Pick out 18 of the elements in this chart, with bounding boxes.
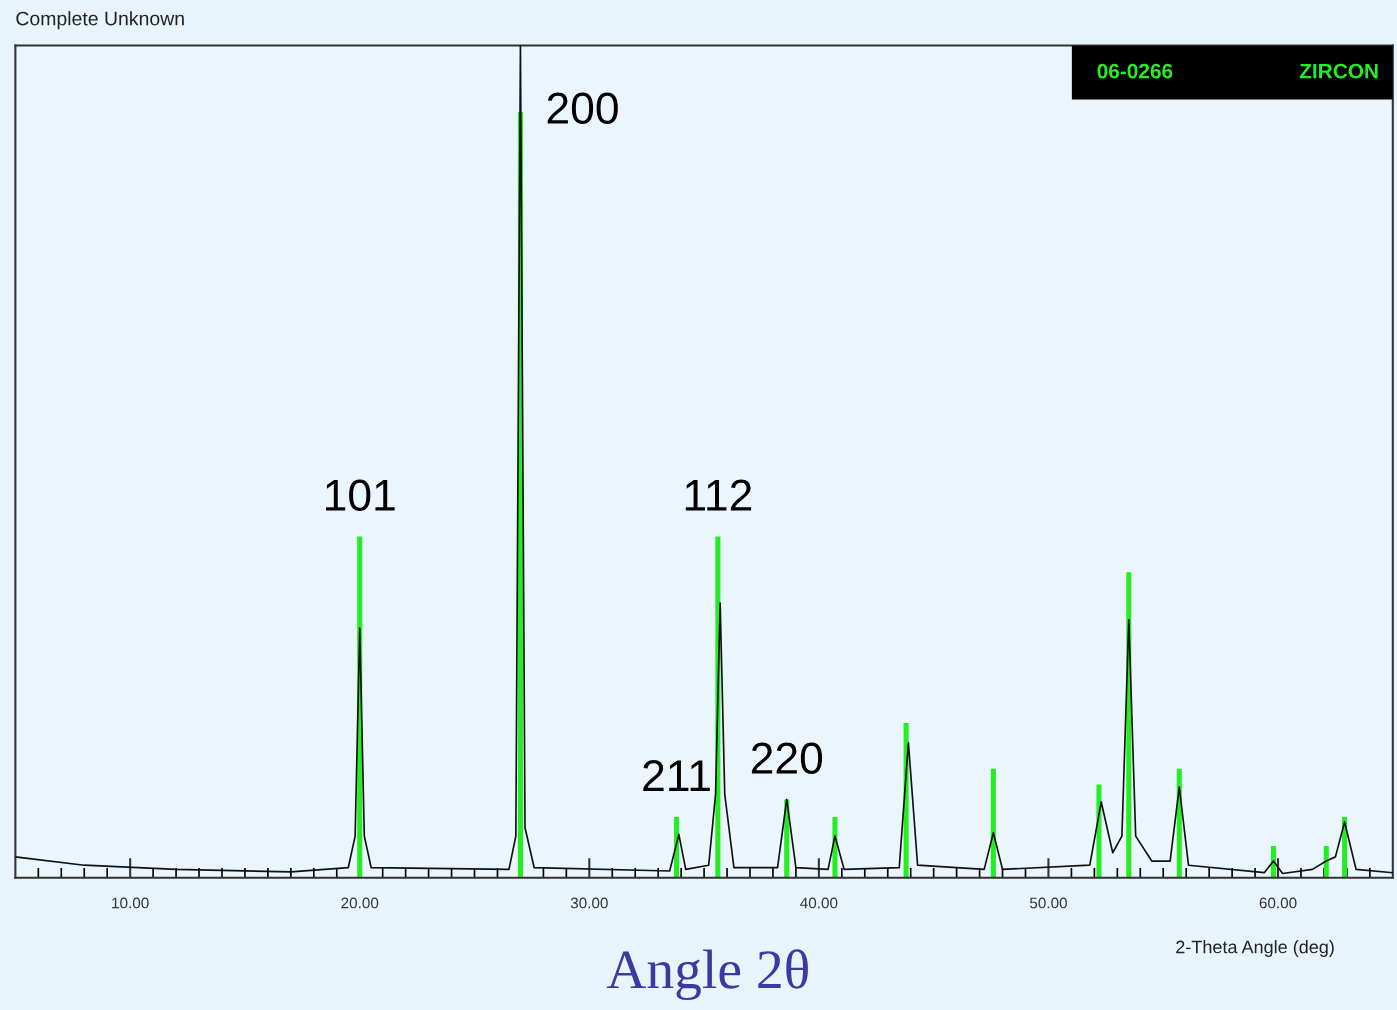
- bar: [990, 768, 996, 878]
- annotation: 101: [326, 479, 395, 512]
- annotation: 220: [751, 742, 823, 775]
- x-tick-label: 10.00: [112, 897, 149, 909]
- annotation: 200: [547, 92, 618, 124]
- annotation: 06-0266: [1097, 63, 1173, 79]
- annotation: ZIRCON: [1299, 63, 1378, 79]
- x-tick-label: 30.00: [570, 897, 608, 909]
- chart-title: Complete Unknown: [16, 11, 184, 30]
- x-tick-label: 40.00: [800, 897, 838, 909]
- annotation: 112: [685, 479, 752, 511]
- x-tick-label: 50.00: [1029, 897, 1067, 909]
- x-tick-label: 20.00: [341, 897, 379, 909]
- x-tick-label: 60.00: [1259, 897, 1297, 909]
- bar: [1323, 846, 1329, 878]
- text: Angle 2θ: [606, 949, 808, 1001]
- x-axis-title: 2-Theta Angle (deg): [1176, 940, 1334, 957]
- annotation: 211: [643, 760, 710, 792]
